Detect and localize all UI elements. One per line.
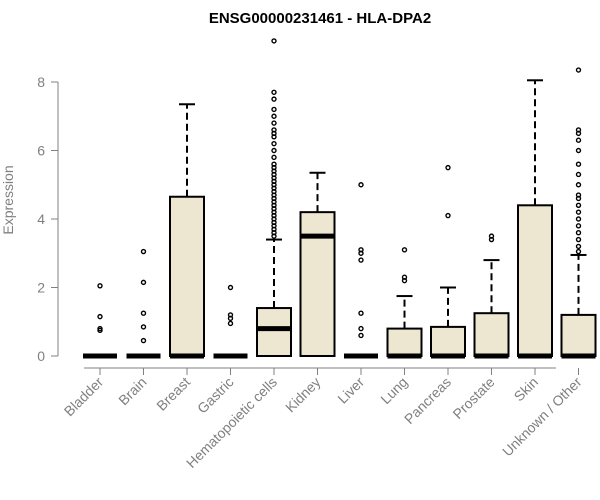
x-tick-label: Kidney: [282, 374, 324, 416]
x-tick-label: Bladder: [61, 374, 107, 420]
outlier-point: [140, 310, 147, 316]
outlier-point: [271, 161, 277, 167]
outlier-point: [575, 127, 582, 133]
box-rect: [517, 204, 553, 357]
outlier-point: [97, 283, 103, 289]
outlier-point: [271, 120, 277, 126]
box-rect: [430, 325, 466, 358]
outlier-point: [358, 257, 364, 263]
box-9: [473, 233, 510, 359]
outlier-point: [140, 324, 147, 330]
box-rect: [169, 195, 205, 357]
outlier-point: [401, 247, 408, 253]
box-rect: [256, 307, 292, 357]
y-tick-label: 0: [37, 348, 45, 364]
outlier-point: [271, 89, 277, 95]
outlier-point: [271, 127, 277, 133]
outlier-point: [575, 182, 582, 188]
outlier-point: [575, 243, 582, 250]
outlier-point: [271, 154, 277, 161]
outlier-point: [575, 229, 582, 236]
outlier-point: [445, 212, 451, 219]
outlier-point: [271, 106, 277, 113]
x-tick-label: Breast: [153, 374, 193, 414]
outlier-point: [575, 209, 582, 215]
box-2: [169, 103, 205, 359]
box-rect: [473, 312, 510, 357]
outlier-point: [575, 161, 582, 167]
outlier-point: [140, 248, 147, 255]
outlier-point: [227, 312, 234, 318]
outlier-point: [575, 67, 582, 73]
outlier-point: [227, 320, 234, 327]
y-tick-label: 6: [37, 143, 45, 159]
outlier-point: [358, 182, 364, 188]
box-5: [299, 171, 336, 357]
y-tick-label: 8: [37, 74, 45, 90]
x-tick-label: Pancreas: [401, 374, 454, 427]
box-7: [386, 247, 423, 359]
outlier-point: [358, 332, 364, 339]
outlier-point: [401, 274, 408, 280]
box-6: [344, 182, 378, 359]
x-tick-label: Liver: [334, 374, 367, 407]
outlier-point: [271, 113, 277, 119]
outlier-point: [575, 137, 582, 143]
outlier-point: [97, 313, 103, 320]
outlier-point: [140, 279, 147, 286]
outlier-point: [358, 247, 364, 253]
x-tick-label: Gastric: [194, 374, 237, 417]
y-tick-label: 4: [37, 211, 45, 227]
outlier-point: [575, 216, 582, 222]
x-tick-label: Brain: [115, 374, 149, 408]
chart-title: ENSG00000231461 - HLA-DPA2: [209, 10, 431, 27]
outlier-point: [575, 171, 582, 178]
outlier-point: [575, 202, 582, 209]
outlier-point: [575, 248, 582, 255]
outlier-point: [271, 96, 277, 102]
x-tick-label: Prostate: [449, 374, 497, 422]
outlier-point: [271, 38, 277, 44]
outlier-point: [575, 192, 582, 198]
outlier-point: [445, 164, 451, 171]
y-ticks: 0 2 4 6 8: [37, 74, 58, 364]
outlier-point: [358, 325, 364, 332]
box-11: [560, 67, 597, 359]
outlier-point: [97, 325, 103, 332]
x-tick-label: Skin: [511, 374, 542, 405]
x-tick-label: Unknown / Other: [499, 374, 585, 460]
box-4: [256, 38, 292, 357]
box-8: [430, 164, 466, 359]
outlier-point: [140, 337, 147, 344]
y-axis-label: Expression: [0, 165, 16, 234]
outlier-point: [271, 140, 277, 147]
box-rect: [386, 327, 423, 358]
box-0: [83, 283, 117, 359]
x-tick-label: Lung: [377, 374, 410, 407]
outlier-point: [575, 236, 582, 243]
box-3: [213, 284, 248, 359]
outlier-point: [271, 147, 277, 154]
outlier-point: [488, 233, 495, 239]
box-1: [126, 248, 161, 359]
box-10: [517, 79, 553, 359]
box-rect: [560, 313, 597, 357]
outlier-point: [575, 223, 582, 229]
outlier-point: [575, 147, 582, 154]
outlier-point: [227, 284, 234, 291]
y-tick-label: 2: [37, 280, 45, 296]
boxes-group: [83, 38, 597, 359]
outlier-point: [358, 310, 364, 316]
